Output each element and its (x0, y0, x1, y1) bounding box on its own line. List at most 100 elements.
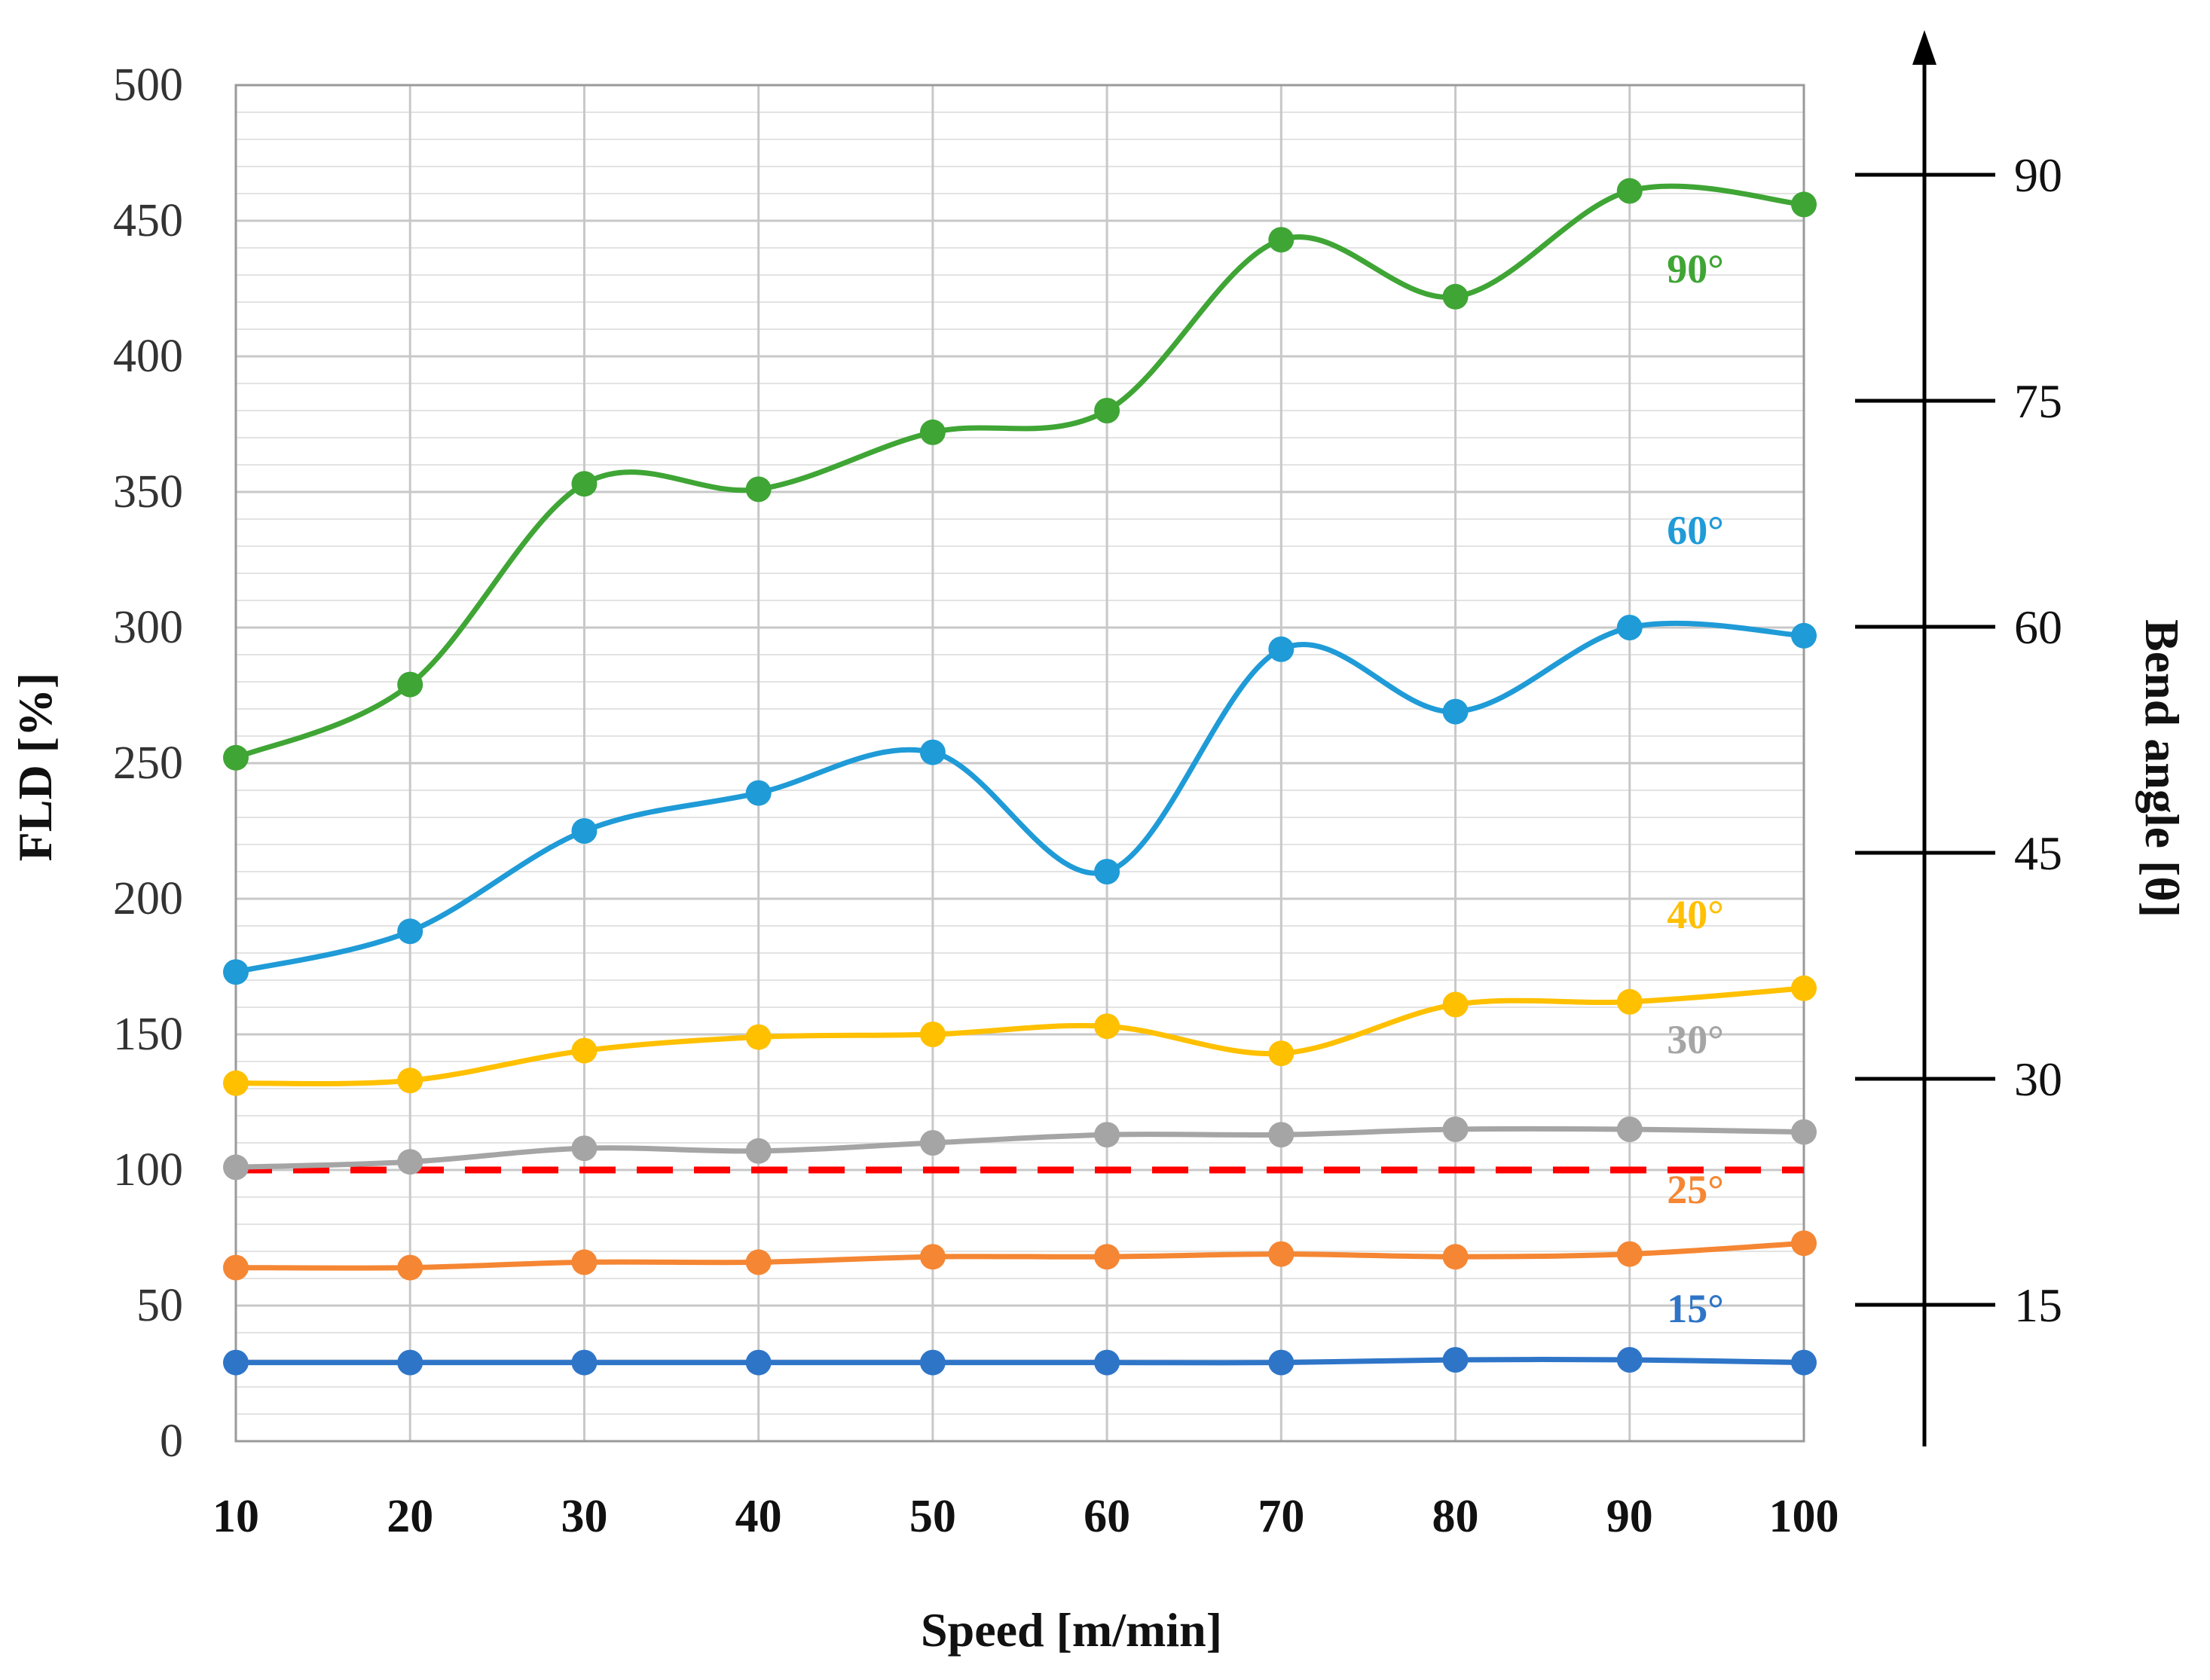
series-line-2 (235, 985, 1805, 1086)
data-point (397, 671, 423, 698)
data-point (1442, 283, 1469, 310)
y-tick-label: 50 (136, 1280, 183, 1331)
y-tick-label: 400 (113, 331, 183, 382)
data-point (1442, 698, 1469, 725)
bend-angle-axis: 15 30 45 60 75 90 (1855, 30, 2062, 1446)
data-point (397, 1254, 423, 1281)
data-point (1616, 178, 1643, 204)
y-tick-label: 150 (113, 1009, 183, 1060)
bend-tick-label: 60 (2014, 600, 2062, 654)
axis-arrow-icon (1912, 30, 1936, 65)
series-line-5 (236, 1357, 1805, 1366)
data-point (1616, 1241, 1643, 1267)
minor-gridlines (236, 111, 1804, 1415)
series-label: 15° (1667, 1286, 1724, 1331)
data-point (1442, 991, 1469, 1018)
y-tick-label: 200 (113, 873, 183, 924)
data-point (745, 1249, 772, 1275)
y-tick-label: 450 (113, 195, 183, 246)
data-point (1094, 859, 1120, 884)
x-axis-ticks: 10 20 30 40 50 60 70 80 90 100 (212, 1491, 1839, 1542)
data-point (571, 1349, 598, 1376)
right-axis-title: Bend angle [θ] (2135, 619, 2189, 918)
bend-tick-label: 30 (2014, 1052, 2062, 1106)
data-point (223, 744, 249, 771)
data-point (745, 1138, 772, 1164)
data-point (397, 1068, 423, 1094)
data-point (1268, 636, 1295, 662)
x-tick-label: 40 (735, 1491, 782, 1542)
series-label: 60° (1667, 508, 1724, 553)
data-point (1268, 1122, 1295, 1148)
data-point (571, 1249, 598, 1275)
data-point (745, 476, 772, 502)
y-tick-label: 250 (113, 738, 183, 789)
data-point (1616, 1116, 1643, 1142)
data-point (571, 471, 598, 497)
data-point (919, 1349, 946, 1376)
x-tick-label: 100 (1769, 1491, 1839, 1542)
x-tick-label: 30 (561, 1491, 607, 1542)
x-tick-label: 50 (909, 1491, 956, 1542)
data-point (1442, 1347, 1469, 1373)
data-point (919, 1022, 946, 1047)
data-point (745, 1024, 772, 1050)
data-point (571, 1135, 598, 1162)
series-points (223, 178, 1817, 1376)
data-point (397, 1349, 423, 1376)
x-tick-label: 70 (1258, 1491, 1304, 1542)
series-label: 30° (1667, 1017, 1724, 1062)
series-line-3 (235, 1126, 1805, 1170)
data-point (1094, 1349, 1120, 1376)
data-point (919, 1244, 946, 1270)
data-point (1791, 622, 1817, 649)
bend-tick-label: 75 (2014, 374, 2062, 428)
data-point (1791, 1349, 1817, 1376)
y-tick-label: 0 (160, 1416, 183, 1467)
data-point (919, 419, 946, 445)
x-tick-label: 60 (1084, 1491, 1130, 1542)
data-point (1268, 1349, 1295, 1376)
y-tick-label: 100 (113, 1144, 183, 1196)
data-point (1094, 398, 1120, 423)
data-point (1791, 1230, 1817, 1257)
series-lines (234, 183, 1805, 1366)
data-point (1791, 1119, 1817, 1145)
series-label: 25° (1667, 1167, 1724, 1212)
x-tick-label: 20 (387, 1491, 433, 1542)
data-point (1094, 1122, 1120, 1148)
data-point (223, 1349, 249, 1376)
bend-tick-label: 90 (2014, 148, 2062, 202)
series-line-0 (234, 183, 1805, 761)
bend-tick-label: 15 (2014, 1278, 2062, 1332)
y-axis-title: FLD [%] (8, 673, 62, 862)
data-point (1268, 1040, 1295, 1067)
data-point (1616, 1347, 1643, 1373)
data-point (745, 780, 772, 806)
data-point (745, 1349, 772, 1376)
data-point (1268, 227, 1295, 253)
data-point (397, 918, 423, 945)
data-point (223, 1154, 249, 1181)
bend-tick-label: 45 (2014, 826, 2062, 880)
series-label: 40° (1667, 892, 1724, 937)
series-line-1 (235, 620, 1805, 975)
data-point (919, 1130, 946, 1156)
data-point (223, 1254, 249, 1281)
x-tick-label: 80 (1432, 1491, 1479, 1542)
series-label: 90° (1667, 246, 1724, 292)
data-point (1616, 615, 1643, 640)
series-labels: 90° 60° 40° 30° 25° 15° (1667, 246, 1724, 1331)
data-point (223, 1070, 249, 1096)
data-point (1094, 1244, 1120, 1270)
data-point (1791, 975, 1817, 1001)
data-point (223, 959, 249, 985)
data-point (1791, 191, 1817, 218)
data-point (1442, 1244, 1469, 1270)
y-tick-label: 350 (113, 466, 183, 518)
data-point (1268, 1241, 1295, 1267)
data-point (571, 1037, 598, 1064)
y-tick-label: 300 (113, 602, 183, 653)
series-line-4 (235, 1240, 1805, 1271)
